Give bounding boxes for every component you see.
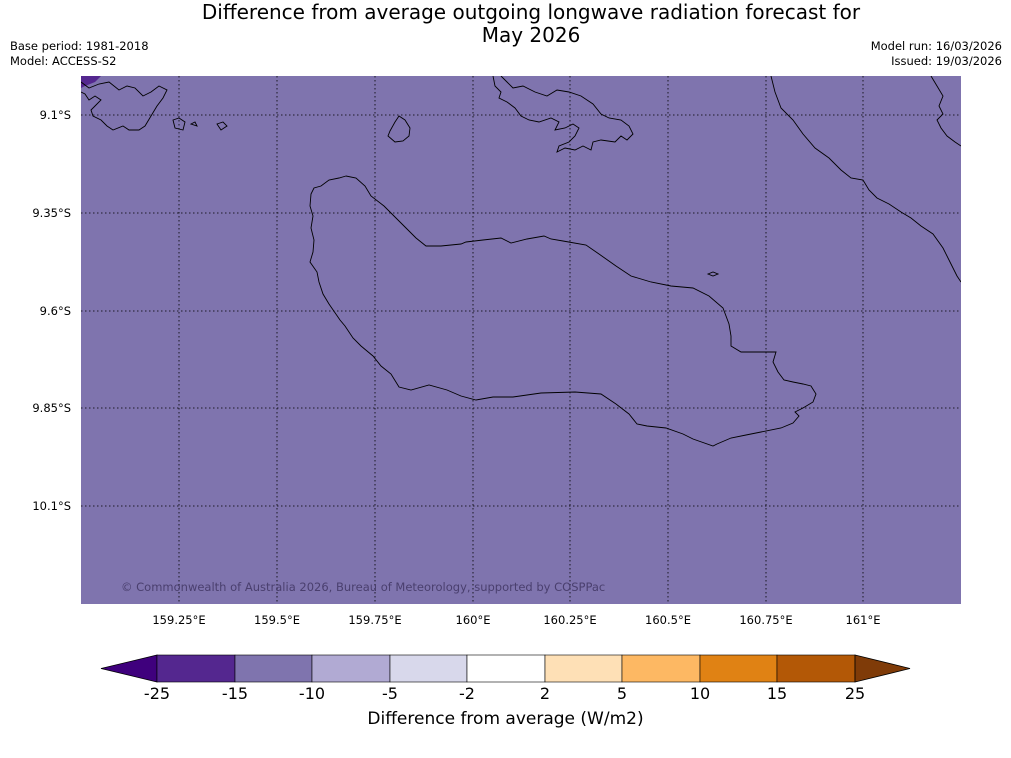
- meta-left: Base period: 1981-2018 Model: ACCESS-S2: [10, 39, 149, 69]
- chart-title: Difference from average outgoing longwav…: [150, 1, 912, 47]
- lon-label: 159.5°E: [254, 613, 300, 627]
- corner-patch: [81, 76, 101, 88]
- russell-small-coastline: [172, 117, 186, 131]
- colorbar-extend-high: [854, 654, 911, 683]
- lon-label: 161°E: [845, 613, 881, 627]
- russell-tiny-coastline: [216, 121, 228, 131]
- model-name: Model: ACCESS-S2: [10, 54, 117, 68]
- lon-label: 160.25°E: [543, 613, 597, 627]
- colorbar-segment: [311, 654, 391, 683]
- lon-label: 159.75°E: [348, 613, 402, 627]
- lat-label: 9.85°S: [32, 401, 71, 415]
- copyright-notice: © Commonwealth of Australia 2026, Bureau…: [121, 580, 606, 594]
- nggela-coastline: [492, 76, 634, 153]
- savo-coastline: [387, 115, 411, 143]
- lat-label: 9.6°S: [39, 304, 71, 318]
- colorbar-segment: [776, 654, 856, 683]
- guadalcanal-coastline: [309, 175, 817, 447]
- colorbar-segment: [466, 654, 546, 683]
- map-fill: [81, 76, 961, 604]
- colorbar-tick: -15: [221, 684, 249, 703]
- colorbar-segment: [699, 654, 778, 683]
- colorbar-tick: -25: [143, 684, 171, 703]
- russell-tiny2-coastline: [189, 121, 198, 127]
- malaita-coastline: [770, 76, 961, 283]
- lat-label: 9.35°S: [32, 206, 71, 220]
- colorbar-tick: 2: [539, 684, 551, 703]
- colorbar-segment: [234, 654, 313, 683]
- coastlines: [81, 76, 961, 447]
- colorbar-tick: 15: [766, 684, 788, 703]
- colorbar-segment: [544, 654, 623, 683]
- lat-label: 9.1°S: [39, 108, 71, 122]
- colorbar-extend-low: [100, 654, 158, 683]
- colorbar-tick: -10: [298, 684, 326, 703]
- lon-label: 159.25°E: [152, 613, 206, 627]
- colorbar-segment: [156, 654, 236, 683]
- model-run: Model run: 16/03/2026: [870, 39, 1002, 53]
- lon-label: 160.75°E: [739, 613, 793, 627]
- gridlines: [81, 76, 961, 604]
- colorbar: [100, 654, 911, 683]
- colorbar-segment: [621, 654, 701, 683]
- colorbar-segment: [389, 654, 468, 683]
- meta-right: Model run: 16/03/2026 Issued: 19/03/2026: [871, 39, 1002, 69]
- colorbar-tick: 10: [689, 684, 711, 703]
- lon-label: 160°E: [455, 613, 491, 627]
- russell-coastline: [81, 81, 168, 131]
- map: [81, 76, 961, 604]
- lon-label: 160.5°E: [645, 613, 691, 627]
- colorbar-tick: -2: [459, 684, 475, 703]
- islet-coastline: [706, 271, 720, 277]
- title-line-1: Difference from average outgoing longwav…: [201, 0, 861, 24]
- colorbar-label: Difference from average (W/m2): [367, 709, 644, 729]
- malaita-east-coastline: [930, 76, 961, 147]
- colorbar-tick: -5: [382, 684, 398, 703]
- base-period: Base period: 1981-2018: [10, 39, 149, 53]
- title-line-2: May 2026: [481, 23, 581, 47]
- lat-label: 10.1°S: [32, 499, 71, 513]
- colorbar-tick: 25: [844, 684, 866, 703]
- issued-date: Issued: 19/03/2026: [891, 54, 1002, 68]
- colorbar-tick: 5: [616, 684, 628, 703]
